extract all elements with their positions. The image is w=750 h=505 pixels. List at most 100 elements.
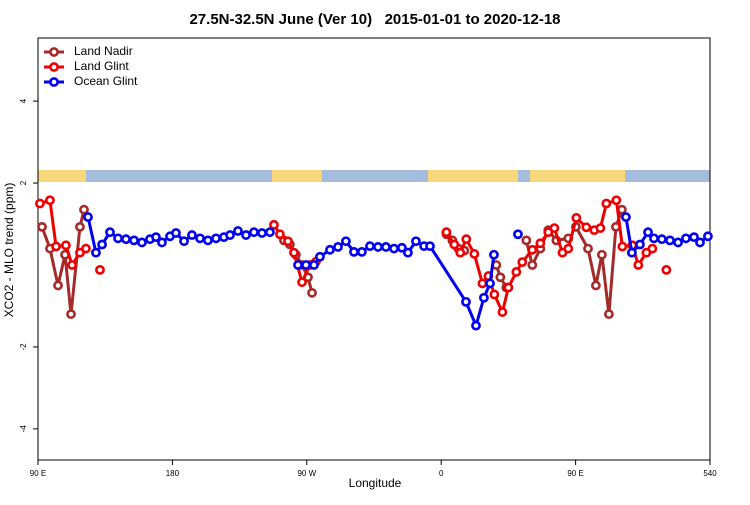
land-ocean-strip [38, 170, 710, 182]
data-point [35, 198, 45, 209]
chart-title: 27.5N-32.5N June (Ver 10) 2015-01-01 to … [189, 11, 560, 28]
data-point [301, 260, 311, 270]
data-point [633, 260, 644, 270]
plot-frame [37, 37, 711, 461]
data-point [91, 247, 101, 258]
data-point [83, 212, 93, 222]
data-point [647, 243, 658, 254]
data-point [157, 237, 167, 248]
data-point [373, 242, 383, 252]
x-tick-label: 90 W [297, 469, 316, 478]
x-tick-label: 90 E [30, 469, 46, 478]
data-point [105, 227, 115, 238]
data-point [307, 287, 317, 298]
data-point [571, 212, 582, 223]
data-point [211, 233, 221, 244]
data-point [511, 267, 522, 277]
data-point [113, 233, 123, 244]
data-point [95, 264, 105, 275]
data-point [673, 237, 683, 248]
legend-label: Land Nadir [74, 44, 133, 58]
data-point [66, 309, 76, 320]
y-tick-label: -2 [19, 343, 28, 351]
data-point [489, 249, 499, 260]
data-point [485, 278, 495, 289]
data-point [461, 296, 471, 307]
data-point [703, 231, 713, 242]
data-point [129, 235, 139, 246]
land-band [38, 170, 86, 182]
x-tick-label: 0 [439, 469, 444, 478]
data-point [661, 264, 672, 275]
data-point [81, 243, 91, 254]
data-point [595, 223, 606, 234]
data-point [341, 236, 351, 247]
data-point [241, 230, 251, 240]
data-point [179, 236, 189, 247]
y-tick-label: 2 [19, 180, 28, 185]
data-point [695, 237, 705, 248]
data-point [61, 240, 71, 251]
data-point [621, 212, 631, 222]
data-point [389, 243, 399, 254]
data-point [617, 241, 628, 252]
data-point [643, 227, 653, 238]
data-point [365, 241, 375, 252]
data-point [626, 247, 637, 258]
data-point [469, 249, 480, 259]
data-point [37, 221, 47, 232]
data-point [479, 292, 489, 303]
data-point [495, 272, 506, 283]
data-point [171, 228, 181, 238]
data-point [411, 236, 421, 247]
series [83, 212, 713, 331]
data-point [293, 260, 303, 270]
data-point [67, 260, 77, 270]
data-point [269, 219, 279, 230]
data-point [357, 246, 367, 257]
data-point [60, 249, 70, 260]
x-tick-label: 180 [166, 469, 180, 478]
data-point [604, 309, 614, 320]
data-point [503, 282, 514, 293]
data-point [203, 235, 213, 246]
data-point [309, 260, 319, 270]
data-point [489, 289, 500, 300]
data-point [275, 229, 285, 240]
data-point [289, 247, 299, 258]
x-axis-label: Longitude [349, 476, 402, 490]
data-point [325, 244, 335, 255]
data-point [581, 222, 592, 233]
data-point [283, 236, 293, 247]
data-point [75, 221, 85, 232]
legend-label: Land Glint [74, 59, 129, 73]
data-point [45, 195, 55, 206]
y-tick-label: -4 [19, 425, 28, 433]
data-point [51, 241, 61, 252]
data-point [233, 226, 243, 236]
data-point [195, 233, 205, 244]
data-point [121, 234, 131, 245]
legend-marker [49, 62, 59, 72]
legend-marker [49, 47, 59, 57]
x-tick-label: 90 E [567, 469, 583, 478]
data-point [601, 198, 612, 209]
data-point [137, 237, 147, 248]
data-point [596, 249, 607, 260]
data-point [265, 227, 275, 238]
data-point [303, 272, 313, 283]
data-point [549, 223, 560, 234]
data-point [257, 228, 267, 238]
data-point [681, 233, 691, 244]
data-point [635, 239, 645, 250]
data-point [397, 242, 407, 253]
data-point [402, 247, 413, 258]
land-band [428, 170, 518, 182]
data-point [471, 320, 481, 331]
y-axis-label: XCO2 - MLO trend (ppm) [2, 183, 16, 318]
legend-marker [49, 77, 59, 87]
data-point [563, 243, 574, 254]
data-point [187, 230, 197, 240]
